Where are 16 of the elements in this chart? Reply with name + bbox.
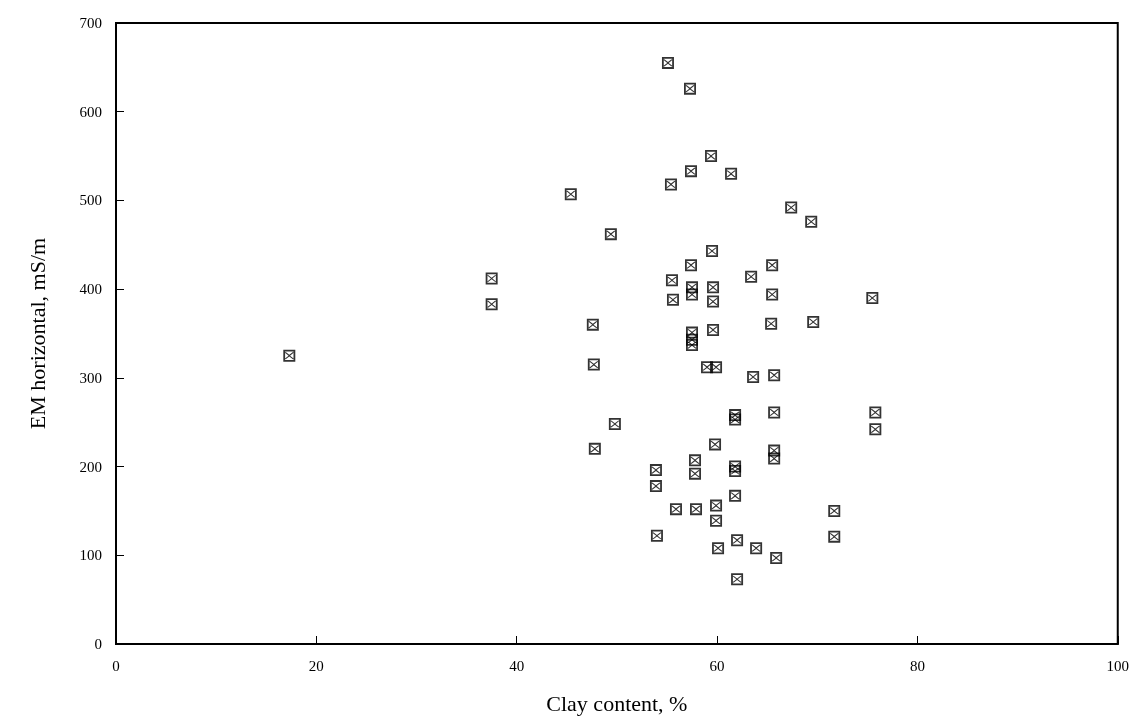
y-tick-label: 700 [79,15,102,31]
y-axis-title: EM horizontal, mS/m [24,237,50,430]
x-tick-label: 60 [709,657,725,674]
y-tick-label: 400 [79,281,102,298]
y-tick-label: 300 [79,369,102,386]
x-tick-label: 20 [308,657,324,674]
x-tick-label: 100 [1106,657,1129,674]
x-tick-label: 0 [112,657,120,674]
y-tick-label: 0 [94,636,102,652]
x-axis-title: Clay content, % [546,690,688,716]
y-tick-label: 100 [79,547,102,564]
x-tick-label: 40 [509,657,525,674]
y-tick-label: 200 [79,458,102,475]
y-tick-label: 600 [79,103,102,120]
y-tick-label: 500 [79,192,102,209]
x-tick-label: 80 [909,657,925,674]
